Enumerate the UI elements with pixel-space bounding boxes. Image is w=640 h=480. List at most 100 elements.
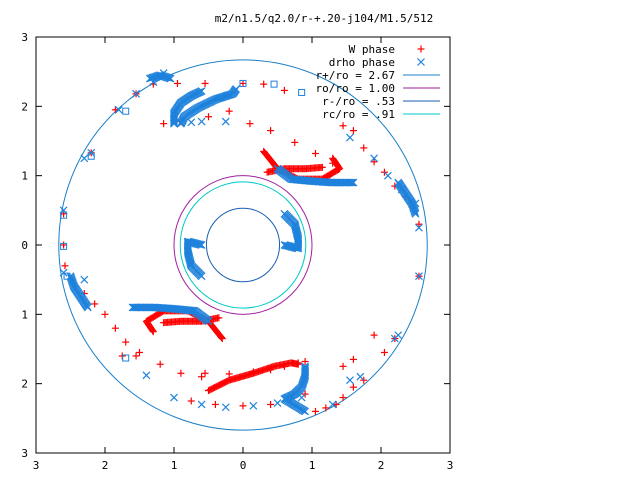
legend-label: r-/ro = .53 [322,95,395,108]
drho-phase-point [397,185,406,194]
drho-phase-curve-point [197,87,206,96]
w-phase-point [339,122,347,130]
drho-phase-point [176,119,185,127]
square-marker [63,272,71,280]
chart-title: m2/n1.5/q2.0/r-+.20-j104/M1.5/512 [215,12,434,25]
w-phase-point [370,158,378,166]
square-marker [60,211,68,219]
drho-phase-point [80,275,89,284]
legend-label: drho phase [329,56,395,69]
drho-phase-curve-point [281,241,290,250]
w-phase-point [322,404,330,412]
drho-phase-point [390,334,399,343]
drho-phase-point [415,223,423,232]
w-phase-point [249,368,257,376]
w-phase-point [111,106,119,114]
legend-marker [417,45,425,53]
drho-phase-curve-point [411,208,419,217]
x-tick-label: 1 [171,459,178,472]
w-phase-point [101,310,109,318]
w-phase-point [136,348,143,356]
w-phase-point [225,107,233,115]
w-phase-point [201,369,209,377]
drho-phase-point [383,171,392,180]
x-tick-label: 2 [102,459,109,472]
w-phase-point [198,373,206,381]
w-phase-point [267,366,275,374]
w-phase-point [60,241,68,249]
w-phase-point [225,370,233,378]
square-marker [298,88,306,96]
legend-marker [417,58,425,66]
drho-phase-point [297,393,306,402]
drho-phase-point [346,133,354,142]
drho-phase-point [415,272,423,281]
w-phase-point [360,144,368,152]
drho-phase-curve-point [411,209,420,218]
drho-phase-point [370,154,379,163]
drho-phase-curve-point [128,303,137,312]
w-phase-point [339,394,347,402]
drho-phase-curve-point [67,274,76,283]
y-tick-label: 1 [21,308,28,321]
w-phase-curve-point [149,328,157,336]
w-phase-curve-point [329,155,337,163]
w-phase-point [211,400,219,408]
w-phase-point [332,400,340,408]
w-phase-point [260,80,268,88]
w-phase-point [122,338,130,346]
w-phase-point [311,149,319,157]
drho-phase-point [221,117,230,126]
drho-phase-curve-point [147,74,156,83]
y-tick-label: 1 [21,170,28,183]
drho-phase-point [170,393,178,402]
drho-phase-curve-point [232,85,241,93]
w-phase-point [246,120,254,128]
x-tick-label: 3 [447,459,454,472]
drho-phase-curve-point [195,240,204,249]
y-tick-label: 2 [21,378,28,391]
drho-phase-curve-point [131,303,140,312]
w-phase-curve-point [318,163,326,171]
w-phase-point [60,210,68,218]
drho-phase-point [132,89,140,98]
drho-phase-point [273,399,282,408]
drho-phase-point [197,400,206,409]
circle-r [205,207,281,283]
w-phase-point [329,159,337,167]
drho-phase-curve-point [348,178,357,187]
drho-phase-point [142,371,151,380]
legend-label: W phase [349,43,395,56]
drho-phase-point [197,117,206,126]
w-phase-curve-point [149,327,157,335]
drho-phase-point [356,372,365,381]
w-phase-point [311,407,319,415]
w-phase-curve-point [160,319,168,327]
drho-phase-curve-point [129,303,138,312]
w-phase-point [339,362,347,370]
y-tick-label: 3 [21,447,28,460]
drho-phase-point [328,400,337,409]
drho-phase-curve-point [301,407,310,416]
drho-phase-point [221,403,230,412]
w-phase-point [349,355,357,363]
x-tick-label: 0 [240,459,247,472]
legend-label: rc/ro = .91 [322,108,395,121]
w-phase-point [205,113,212,121]
drho-phase-curve-point [346,178,355,187]
legend-label: ro/ro = 1.00 [316,82,395,95]
drho-phase-point [80,154,89,163]
legend-label: r+/ro = 2.67 [316,69,395,82]
w-phase-point [291,138,299,146]
w-phase-point [267,400,275,408]
drho-phase-point [411,199,420,208]
square-marker [270,80,278,88]
y-tick-label: 2 [21,100,28,113]
w-phase-point [370,331,378,339]
circle-r [58,59,428,431]
w-phase-point [267,127,275,135]
drho-phase-curve-point [410,207,419,216]
w-phase-point [201,79,209,87]
circle-rc [179,181,307,309]
